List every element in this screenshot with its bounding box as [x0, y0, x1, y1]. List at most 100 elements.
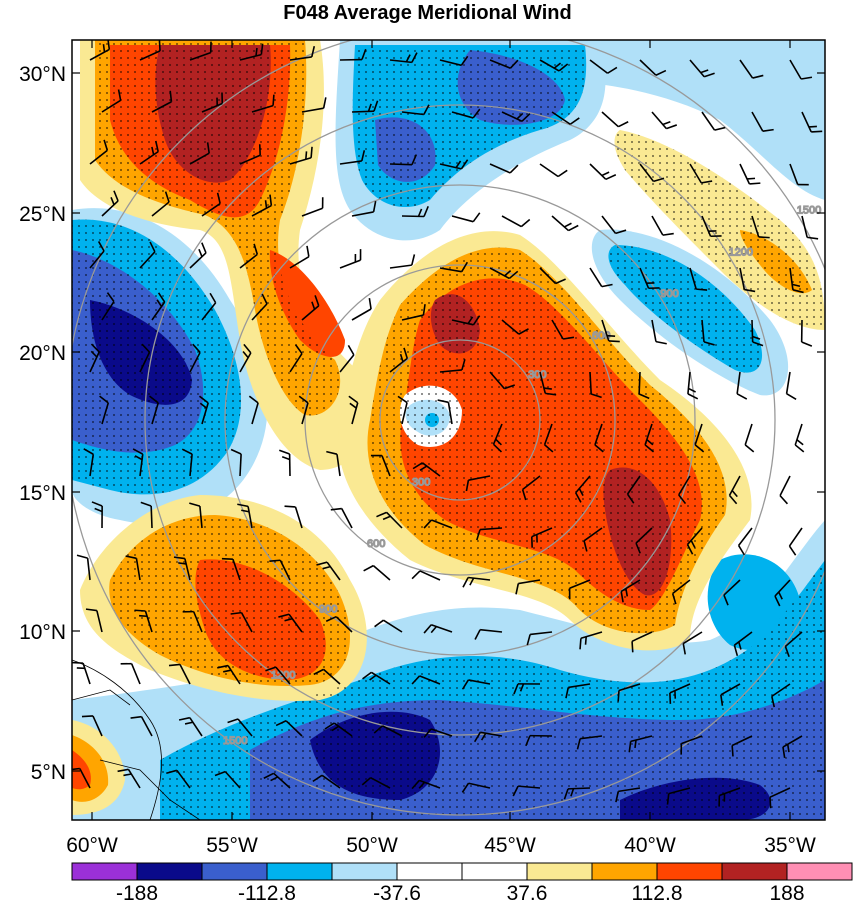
- wind-barb: [733, 631, 753, 656]
- wind-barb: [789, 267, 804, 294]
- wind-barb: [313, 668, 341, 685]
- wind-barb: [701, 319, 715, 346]
- wind-barb: [166, 769, 191, 789]
- wind-barb: [130, 715, 153, 737]
- wind-barb: [85, 608, 103, 633]
- wind-barb: [151, 292, 166, 321]
- wind-barb: [324, 722, 353, 737]
- significance-stippling: [72, 40, 825, 820]
- wind-barb: [76, 554, 91, 581]
- wind-barb: [251, 293, 268, 321]
- range-ring-label: 1500: [223, 735, 247, 747]
- colorbar-swatch: [656, 862, 723, 881]
- wind-barb: [389, 52, 418, 64]
- wind-barb: [801, 111, 823, 133]
- wind-barb: [217, 664, 241, 685]
- wind-barb: [139, 343, 151, 373]
- wind-barb: [739, 267, 756, 293]
- wind-barb: [731, 735, 753, 757]
- wind-barb: [269, 559, 291, 581]
- wind-barb: [669, 683, 691, 704]
- wind-barb: [173, 556, 191, 581]
- colorbar-swatch: [786, 862, 853, 881]
- wind-barbs: [72, 40, 823, 809]
- wind-barb: [374, 619, 403, 633]
- wind-barb: [521, 475, 541, 501]
- wind-barb: [397, 395, 408, 425]
- wind-barb: [373, 725, 403, 737]
- wind-barb: [515, 579, 541, 595]
- wind-barb: [512, 785, 541, 797]
- wind-barb: [411, 779, 441, 790]
- wind-barb: [201, 292, 217, 321]
- wind-barb: [301, 97, 327, 113]
- wind-barb: [423, 728, 453, 738]
- wind-barb: [289, 46, 316, 61]
- range-ring: [72, 40, 825, 816]
- wind-barb: [751, 319, 764, 347]
- colorbar-swatch: [591, 862, 658, 881]
- range-ring-label: 900: [319, 604, 337, 616]
- wind-barb: [361, 776, 391, 789]
- wind-barb: [139, 241, 156, 269]
- wind-barb: [81, 715, 103, 737]
- colorbar-swatch: [201, 862, 268, 881]
- wind-barb: [439, 261, 469, 273]
- lon-tick-label: 50°W: [346, 834, 398, 857]
- colorbar-swatch: [136, 862, 203, 881]
- wind-barb: [689, 163, 713, 184]
- wind-barb: [744, 423, 755, 453]
- wind-barb: [230, 448, 242, 477]
- wind-barb: [789, 163, 809, 186]
- wind-barb: [182, 610, 203, 633]
- wind-barb: [689, 267, 708, 291]
- wind-barb: [589, 59, 618, 74]
- wind-barb: [330, 507, 353, 529]
- wind-barb: [339, 48, 367, 61]
- wind-barb: [771, 683, 791, 708]
- wind-barb: [751, 111, 774, 132]
- wind-barb: [465, 475, 491, 492]
- wind-barb: [539, 59, 569, 72]
- wind-barb: [339, 150, 366, 165]
- wind-barb: [120, 662, 141, 685]
- wind-barb: [389, 154, 418, 166]
- wind-barb: [316, 561, 341, 581]
- lon-tick-label: 45°W: [484, 834, 536, 857]
- wind-barb: [289, 245, 310, 269]
- wind-barb: [301, 197, 324, 217]
- wind-barb: [530, 527, 553, 548]
- wind-barb: [339, 344, 355, 373]
- wind-barb: [601, 111, 629, 128]
- wind-barb: [589, 371, 602, 399]
- wind-barb: [489, 163, 519, 174]
- wind-barb: [784, 631, 803, 658]
- wind-barb: [644, 423, 655, 453]
- wind-barb: [278, 449, 291, 477]
- wind-barb: [723, 579, 741, 606]
- wind-barb: [237, 503, 253, 529]
- wind-barb: [289, 146, 313, 165]
- colorbar-label: 188: [769, 882, 804, 900]
- range-ring-label: 300: [412, 477, 430, 489]
- wind-barb: [687, 371, 699, 400]
- wind-barb: [651, 319, 667, 345]
- colorbar-label: -112.8: [238, 882, 296, 900]
- wind-barb: [794, 423, 805, 453]
- wind-barb: [589, 267, 613, 288]
- wind-barb: [339, 249, 362, 269]
- wind-barb: [248, 395, 259, 425]
- wind-barb: [594, 423, 604, 453]
- wind-barb: [389, 347, 409, 373]
- wind-barb: [769, 787, 791, 809]
- wind-barb: [576, 735, 603, 750]
- wind-barb: [671, 579, 691, 605]
- wind-barb: [779, 475, 791, 505]
- wind-barb: [788, 527, 803, 556]
- wind-barb: [785, 371, 797, 400]
- wind-barb: [579, 631, 603, 650]
- wind-barb: [251, 94, 275, 113]
- range-ring: [224, 184, 696, 656]
- wind-barb: [639, 59, 667, 76]
- wind-barb: [72, 767, 91, 789]
